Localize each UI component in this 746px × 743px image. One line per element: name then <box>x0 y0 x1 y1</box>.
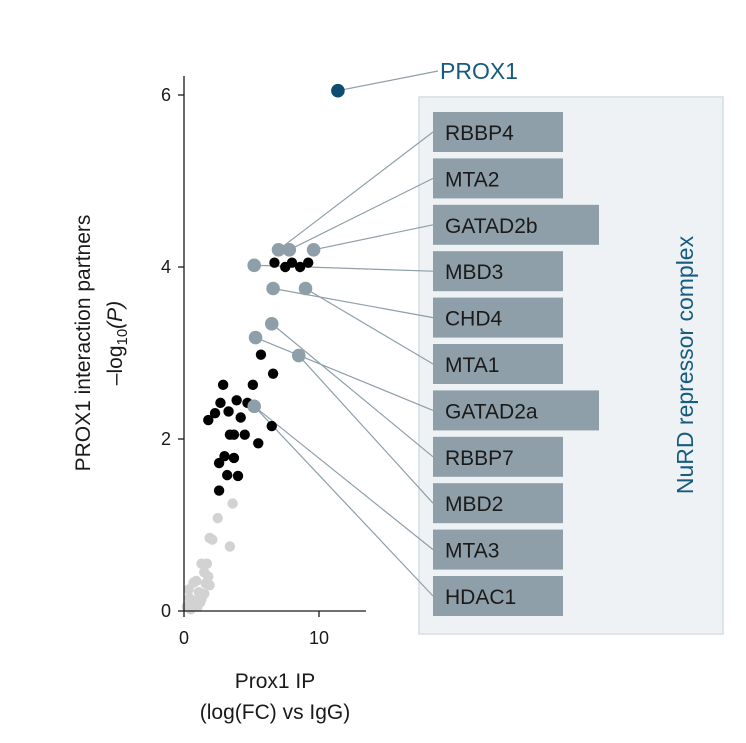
protein-label: MTA1 <box>445 354 499 377</box>
axes <box>183 76 366 612</box>
protein-label-box <box>433 483 563 524</box>
protein-label: HDAC1 <box>445 586 516 609</box>
y-tick-label: 4 <box>161 257 171 277</box>
nonsignificant-point <box>212 512 223 524</box>
nurd-leader-line <box>298 355 434 504</box>
nurd-leader-line <box>253 405 434 551</box>
y-axis-title-line1: PROX1 interaction partners <box>72 215 95 472</box>
protein-label-box <box>433 390 599 431</box>
significant-point <box>213 485 225 496</box>
nurd-point <box>247 258 261 273</box>
significant-point <box>255 349 267 360</box>
protein-label-box <box>433 576 563 616</box>
significant-point <box>232 470 244 482</box>
nurd-leader-line <box>272 287 434 319</box>
nurd-leader-line <box>255 336 434 411</box>
significant-point <box>253 438 264 449</box>
protein-label: MTA2 <box>445 168 499 191</box>
significant-point <box>203 414 214 426</box>
protein-label: GATAD2b <box>445 215 538 238</box>
nurd-leader-line <box>271 323 434 458</box>
nurd-leader-line <box>278 131 434 251</box>
prox1-point <box>331 83 345 98</box>
protein-label: RBBP4 <box>445 122 514 145</box>
nurd-point <box>306 243 321 257</box>
nurd-point <box>266 281 280 296</box>
protein-label-box <box>433 112 563 152</box>
significant-point <box>235 412 246 423</box>
y-tick-label: 6 <box>161 85 171 105</box>
protein-label: MBD3 <box>445 261 503 284</box>
y-tick-label: 2 <box>161 429 171 449</box>
nurd-leader-line <box>289 177 434 251</box>
nonsignificant-point <box>224 541 236 552</box>
leader-lines <box>253 70 439 597</box>
nurd-leader-line <box>253 405 434 597</box>
protein-label: RBBP7 <box>445 447 514 470</box>
nonsignificant-point <box>183 584 194 595</box>
significant-point <box>303 257 314 268</box>
y-axis-title-prefix: –log <box>104 345 127 385</box>
prox1-leader-line <box>337 70 439 92</box>
protein-label: GATAD2a <box>445 400 538 423</box>
y-axis-title-suffix: (P) <box>104 301 127 329</box>
significant-point <box>269 257 280 268</box>
protein-label: MTA3 <box>445 540 499 563</box>
protein-label: CHD4 <box>445 308 502 331</box>
protein-label: MBD2 <box>445 493 503 516</box>
protein-labels: RBBP4 MTA2 GATAD2b MBD3 CHD4 MTA1 GATAD2a RBBP7… <box>433 112 599 616</box>
nurd-leader-line <box>313 224 434 251</box>
significant-point <box>228 429 240 440</box>
protein-label-box <box>433 251 563 292</box>
nonsignificant-point <box>185 604 196 615</box>
nurd-point <box>247 399 261 414</box>
protein-label-box <box>433 344 563 384</box>
protein-label-box <box>433 297 563 338</box>
protein-label-box <box>433 436 563 477</box>
protein-label-box <box>433 529 563 570</box>
nurd-point <box>282 243 297 257</box>
nonsignificant-point <box>190 575 202 587</box>
significant-point <box>266 420 277 432</box>
prox1-label: PROX1 <box>440 58 518 84</box>
nurd-point <box>264 316 279 331</box>
nonsignificant-point <box>204 580 215 591</box>
x-tick-label: 0 <box>179 628 189 648</box>
nurd-point <box>291 348 306 363</box>
x-tick-label: 10 <box>309 628 329 648</box>
significant-point <box>217 379 229 391</box>
nurd-point <box>298 281 313 296</box>
nurd-point <box>248 330 263 345</box>
nonsignificant-point <box>201 558 213 569</box>
significant-point <box>223 406 234 417</box>
complex-name-label: NuRD repressor complex <box>672 235 698 494</box>
x-axis-title-line1: Prox1 IP <box>235 670 316 693</box>
significant-point <box>228 452 240 464</box>
nonsignificant-point <box>207 534 218 545</box>
protein-label-box <box>433 204 599 245</box>
nurd-point <box>271 243 286 257</box>
nonsignificant-point <box>195 597 206 608</box>
significant-point <box>231 395 242 406</box>
nurd-leader-line <box>305 287 434 365</box>
significant-point <box>286 257 298 268</box>
axis-ticks: 0 2 4 6 0 10 <box>161 85 329 648</box>
significant-point <box>267 368 279 379</box>
y-axis-title-subscript: 10 <box>114 329 131 346</box>
y-axis-title-line2: –log10(P) <box>104 301 131 385</box>
significant-point <box>209 408 221 419</box>
significant-point <box>222 469 233 481</box>
y-tick-label: 0 <box>161 601 171 621</box>
significant-point <box>247 379 259 391</box>
significant-point <box>213 457 225 469</box>
data-points <box>181 83 345 615</box>
nonsignificant-point <box>227 498 238 509</box>
x-axis-title-line2: (log(FC) vs IgG) <box>200 701 351 724</box>
significant-point <box>215 397 226 409</box>
significant-point <box>239 429 250 440</box>
protein-label-box <box>433 158 563 199</box>
significant-point <box>294 261 306 273</box>
